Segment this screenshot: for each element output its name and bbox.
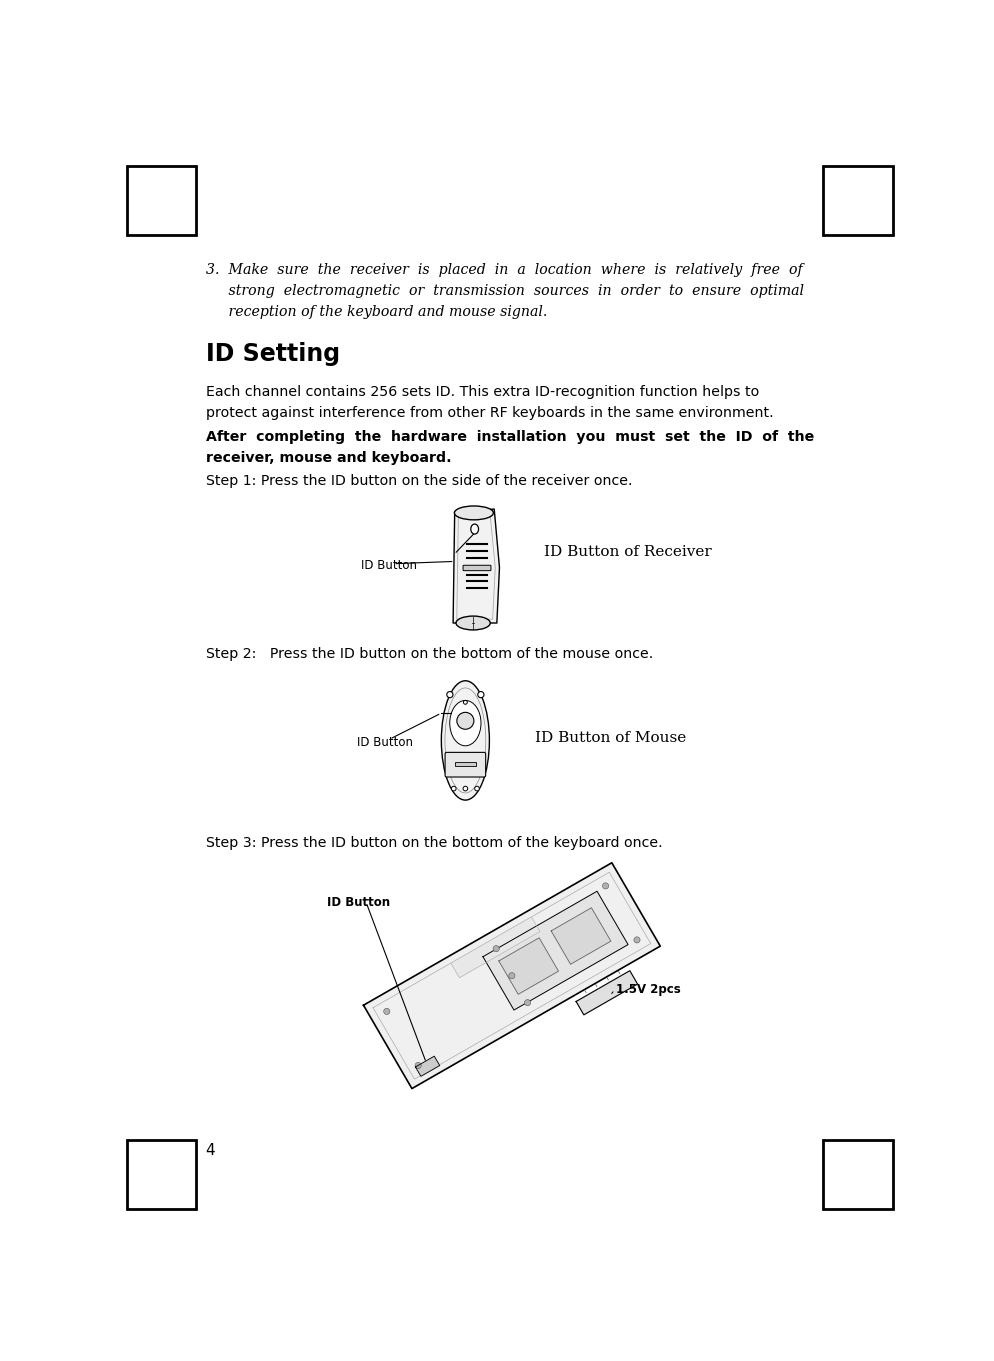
Ellipse shape	[454, 506, 493, 520]
Text: Step 3: Press the ID button on the bottom of the keyboard once.: Step 3: Press the ID button on the botto…	[206, 836, 662, 851]
Text: ID Button: ID Button	[357, 736, 413, 749]
FancyBboxPatch shape	[444, 753, 485, 777]
Circle shape	[384, 1009, 390, 1014]
Bar	[823, 1139, 893, 1209]
Bar	[126, 166, 196, 235]
Text: protect against interference from other RF keyboards in the same environment.: protect against interference from other …	[206, 406, 772, 421]
Text: receiver, mouse and keyboard.: receiver, mouse and keyboard.	[206, 450, 451, 464]
Text: strong  electromagnetic  or  transmission  sources  in  order  to  ensure  optim: strong electromagnetic or transmission s…	[206, 284, 803, 298]
Text: 1.5V 2pcs: 1.5V 2pcs	[615, 983, 680, 996]
Circle shape	[602, 883, 608, 889]
Bar	[454, 762, 475, 766]
Circle shape	[524, 999, 530, 1006]
Text: ID Button: ID Button	[361, 559, 416, 572]
Ellipse shape	[455, 617, 490, 630]
Circle shape	[414, 1063, 420, 1068]
Polygon shape	[363, 863, 660, 1089]
Ellipse shape	[441, 680, 489, 800]
Polygon shape	[450, 917, 540, 977]
Circle shape	[633, 936, 639, 943]
Text: 3.  Make  sure  the  receiver  is  placed  in  a  location  where  is  relativel: 3. Make sure the receiver is placed in a…	[206, 264, 802, 278]
Ellipse shape	[449, 701, 480, 746]
Text: ID Button: ID Button	[327, 896, 391, 909]
Circle shape	[474, 787, 479, 791]
Bar	[823, 166, 893, 235]
Circle shape	[493, 946, 499, 951]
Circle shape	[508, 973, 515, 979]
Text: After  completing  the  hardware  installation  you  must  set  the  ID  of  the: After completing the hardware installati…	[206, 430, 813, 444]
Circle shape	[462, 787, 467, 791]
Polygon shape	[482, 891, 627, 1010]
FancyBboxPatch shape	[462, 565, 490, 570]
Text: 4: 4	[206, 1143, 215, 1158]
Circle shape	[451, 787, 455, 791]
Circle shape	[477, 691, 483, 698]
Circle shape	[446, 691, 452, 698]
Ellipse shape	[470, 524, 478, 534]
Circle shape	[456, 712, 473, 729]
Polygon shape	[498, 938, 558, 995]
Text: ID Setting: ID Setting	[206, 342, 340, 366]
Circle shape	[463, 701, 467, 704]
Text: ID Button of Mouse: ID Button of Mouse	[535, 731, 686, 744]
Text: reception of the keyboard and mouse signal.: reception of the keyboard and mouse sign…	[206, 305, 547, 318]
Polygon shape	[551, 908, 610, 964]
Polygon shape	[576, 970, 637, 1015]
Bar	[126, 1139, 196, 1209]
Text: Each channel contains 256 sets ID. This extra ID-recognition function helps to: Each channel contains 256 sets ID. This …	[206, 385, 758, 399]
Polygon shape	[452, 509, 499, 623]
Polygon shape	[415, 1056, 439, 1077]
Text: Step 1: Press the ID button on the side of the receiver once.: Step 1: Press the ID button on the side …	[206, 475, 631, 489]
Text: ID Button of Receiver: ID Button of Receiver	[544, 546, 712, 559]
Text: Step 2:   Press the ID button on the bottom of the mouse once.: Step 2: Press the ID button on the botto…	[206, 646, 652, 661]
